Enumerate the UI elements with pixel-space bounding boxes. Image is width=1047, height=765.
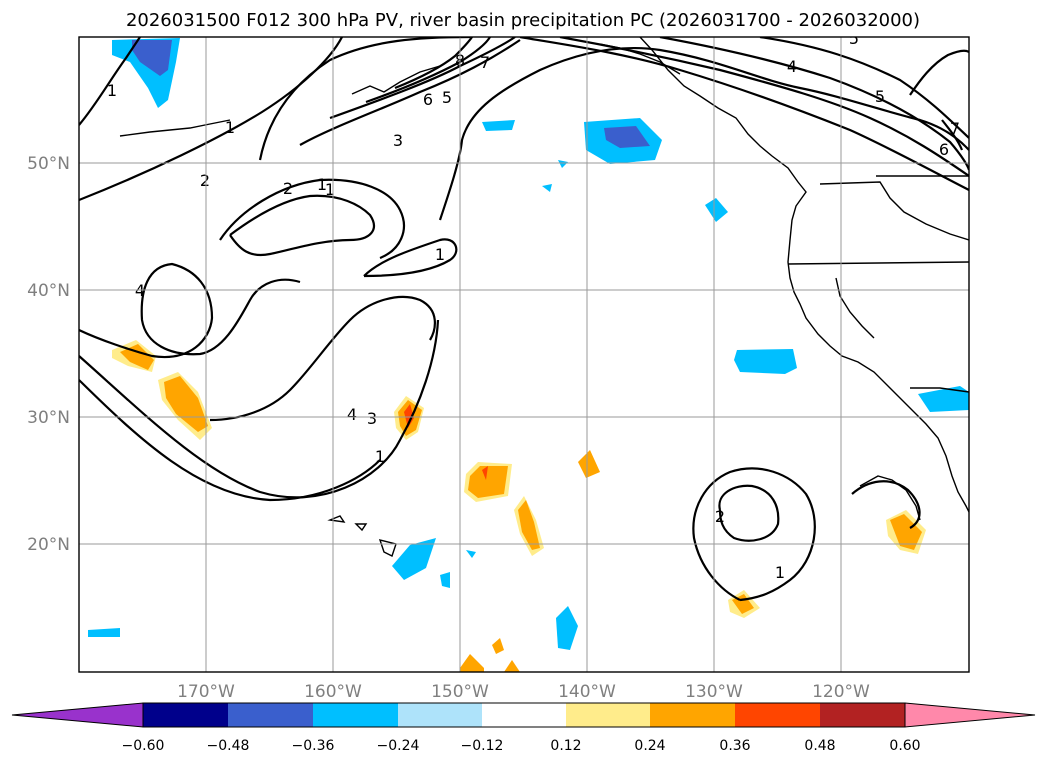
colorbar-tick-label: 0.48: [804, 738, 835, 754]
lon-tick-label: 170°W: [177, 682, 235, 702]
map-panel: 1 1 2 1 2 1 1 4 3 1 4 3 6 5 8 7 4 5 6 7 …: [79, 29, 969, 672]
pv-contours: [79, 37, 969, 602]
contour-label: 7: [950, 119, 960, 138]
contour-label: 5: [875, 87, 885, 106]
lat-tick-label: 50°N: [27, 154, 70, 174]
colorbar-bin: [228, 703, 313, 727]
colorbar-tick-label: 0.12: [550, 738, 581, 754]
contour-label: 3: [393, 131, 403, 150]
contour-label: 1: [107, 81, 117, 100]
contour-label: 1: [435, 245, 445, 264]
colorbar-tick-label: 0.24: [634, 738, 665, 754]
colorbar-bin: [735, 703, 820, 727]
colorbar-bin: [482, 703, 566, 727]
colorbar-tick-label: −0.12: [461, 738, 504, 754]
lat-tick-label: 40°N: [27, 281, 70, 301]
colorbar-tick-label: 0.60: [889, 738, 920, 754]
lon-tick-label: 140°W: [558, 682, 616, 702]
contour-label: 2: [715, 507, 725, 526]
latitude-ticks: 50°N 40°N 30°N 20°N: [27, 154, 70, 555]
colorbar-bin: [650, 703, 735, 727]
contour-label: 4: [787, 57, 797, 76]
colorbar-bin: [566, 703, 650, 727]
lon-tick-label: 160°W: [304, 682, 362, 702]
colorbar-tick-label: −0.60: [122, 738, 165, 754]
colorbar-tick-label: −0.48: [207, 738, 250, 754]
contour-label: 5: [442, 88, 452, 107]
contour-label: 4: [347, 405, 357, 424]
colorbar-bin: [820, 703, 905, 727]
colorbar-tick-label: −0.36: [292, 738, 335, 754]
gridlines: [79, 37, 969, 672]
lat-tick-label: 30°N: [27, 408, 70, 428]
contour-label: 6: [423, 90, 433, 109]
contour-label: 1: [325, 180, 335, 199]
colorbar-extend-min: [11, 702, 144, 728]
colorbar-bin: [313, 703, 398, 727]
precip-pc-shading: [88, 38, 969, 672]
lon-tick-label: 130°W: [685, 682, 743, 702]
contour-label: 1: [775, 563, 785, 582]
lon-tick-label: 150°W: [431, 682, 489, 702]
colorbar-outline: [142, 702, 906, 728]
colorbar-bin: [398, 703, 482, 727]
contour-label: 6: [939, 140, 949, 159]
colorbar-tick-label: −0.24: [377, 738, 420, 754]
chart-title: 2026031500 F012 300 hPa PV, river basin …: [126, 10, 920, 31]
contour-label: 1: [317, 175, 327, 194]
contour-label: 5: [849, 29, 859, 48]
lat-tick-label: 20°N: [27, 535, 70, 555]
colorbar-bin: [143, 703, 228, 727]
contour-label: 7: [480, 53, 490, 72]
colorbar: −0.60 −0.48 −0.36 −0.24 −0.12 0.12 0.24 …: [11, 702, 1036, 754]
contour-label: 2: [200, 171, 210, 190]
contour-label: 3: [367, 409, 377, 428]
contour-label: 1: [225, 118, 235, 137]
colorbar-extend-max: [904, 702, 1036, 728]
longitude-ticks: 170°W 160°W 150°W 140°W 130°W 120°W: [177, 682, 870, 702]
contour-label: 1: [375, 447, 385, 466]
map-frame: [78, 36, 970, 673]
lon-tick-label: 120°W: [812, 682, 870, 702]
colorbar-tick-label: 0.36: [719, 738, 750, 754]
contour-label: 2: [283, 179, 293, 198]
